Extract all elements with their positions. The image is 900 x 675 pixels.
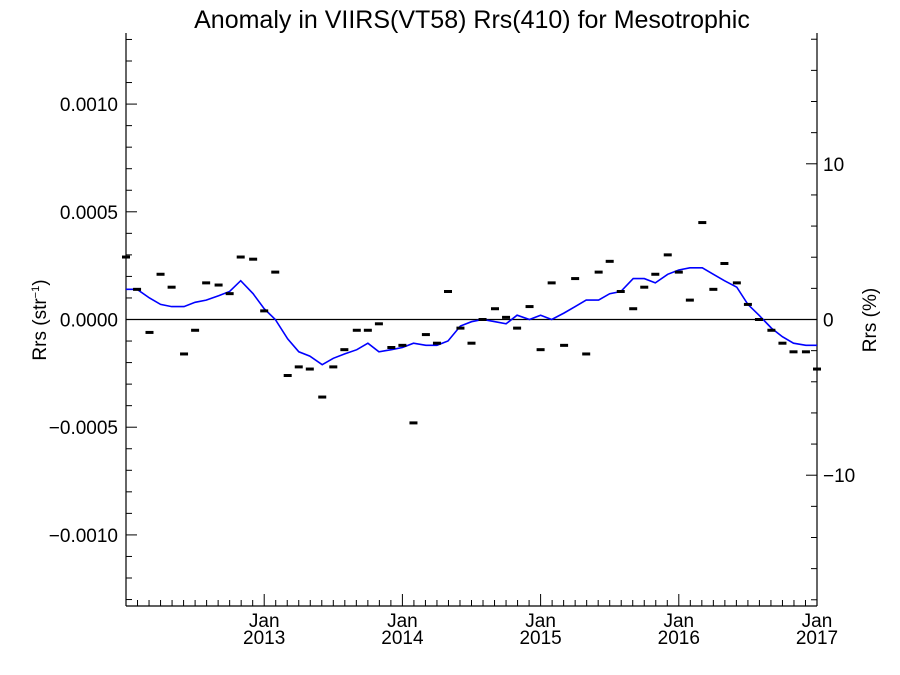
anomaly-point xyxy=(490,307,499,311)
x-tick-label-year: 2016 xyxy=(658,628,700,649)
anomaly-point xyxy=(456,326,465,330)
y-left-axis-title-superscript: −1 xyxy=(30,286,42,299)
anomaly-point xyxy=(374,322,383,326)
anomaly-point xyxy=(536,348,545,352)
anomaly-point xyxy=(502,315,511,319)
anomaly-point xyxy=(467,341,476,345)
anomaly-point xyxy=(225,292,234,296)
anomaly-point xyxy=(571,277,580,281)
anomaly-point xyxy=(432,341,441,345)
anomaly-point xyxy=(560,343,569,347)
anomaly-point xyxy=(249,257,258,261)
anomaly-point xyxy=(813,367,821,371)
anomaly-point xyxy=(444,289,453,293)
anomaly-point xyxy=(778,341,787,345)
anomaly-point xyxy=(329,365,338,369)
anomaly-point xyxy=(202,281,211,285)
anomaly-point xyxy=(352,328,361,332)
anomaly-point xyxy=(789,350,798,354)
anomaly-point xyxy=(156,272,165,276)
anomaly-point xyxy=(685,298,694,302)
x-tick-label-month: Jan xyxy=(387,611,418,632)
anomaly-point xyxy=(605,259,614,263)
anomaly-point xyxy=(801,350,810,354)
anomaly-point xyxy=(398,343,407,347)
y-right-tick-label: −10 xyxy=(823,466,855,487)
anomaly-point xyxy=(478,318,487,321)
anomaly-point xyxy=(616,289,625,293)
x-tick-label-year: 2015 xyxy=(519,628,561,649)
anomaly-point xyxy=(629,307,638,311)
x-tick-label-year: 2014 xyxy=(381,628,424,649)
anomaly-point xyxy=(409,421,418,425)
x-tick-label-month: Jan xyxy=(663,611,694,632)
anomaly-point xyxy=(709,287,718,291)
anomaly-point xyxy=(294,365,303,369)
y-left-tick-label: −0.0005 xyxy=(49,418,118,439)
anomaly-point xyxy=(720,261,729,265)
anomaly-point xyxy=(387,346,396,350)
anomaly-point xyxy=(421,333,430,337)
anomaly-point xyxy=(363,328,372,332)
anomaly-point xyxy=(743,302,752,306)
anomaly-point xyxy=(582,352,591,356)
anomaly-point xyxy=(754,318,763,321)
x-tick-label-month: Jan xyxy=(249,611,280,632)
anomaly-point xyxy=(180,352,189,356)
y-left-tick-label: 0.0010 xyxy=(60,95,118,116)
anomaly-point xyxy=(732,281,741,285)
anomaly-point xyxy=(674,270,683,274)
y-left-tick-label: −0.0010 xyxy=(49,526,118,547)
anomaly-point xyxy=(145,330,154,334)
anomaly-point xyxy=(214,283,223,287)
anomaly-point xyxy=(305,367,314,371)
x-tick-label-month: Jan xyxy=(525,611,556,632)
anomaly-point xyxy=(271,270,280,274)
mean-anomaly-line xyxy=(126,266,817,366)
anomaly-point xyxy=(651,272,660,276)
y-left-axis-title-main: Rrs (str xyxy=(30,298,51,361)
anomaly-point xyxy=(640,285,649,289)
anomaly-point xyxy=(191,328,200,332)
anomaly-point xyxy=(133,287,142,291)
y-left-axis-title-close: ) xyxy=(30,279,51,285)
anomaly-point xyxy=(663,253,672,257)
anomaly-point xyxy=(698,221,707,225)
anomaly-point xyxy=(594,270,603,274)
y-left-axis-title: Rrs (str−1) xyxy=(30,279,51,360)
y-right-axis-title: Rrs (%) xyxy=(860,288,881,352)
x-tick-label-year: 2013 xyxy=(243,628,285,649)
anomaly-point xyxy=(283,374,292,378)
y-left-tick-label: 0.0005 xyxy=(60,203,118,224)
y-left-tick-label: 0.0000 xyxy=(60,311,118,332)
anomaly-point xyxy=(122,255,130,259)
anomaly-point xyxy=(340,348,349,352)
anomaly-point xyxy=(525,305,534,309)
y-right-tick-label: 10 xyxy=(823,155,844,176)
anomaly-point xyxy=(318,395,327,399)
x-tick-label-month: Jan xyxy=(802,611,833,632)
x-tick-label-year: 2017 xyxy=(796,628,838,649)
anomaly-point xyxy=(767,328,776,332)
chart-title: Anomaly in VIIRS(VT58) Rrs(410) for Meso… xyxy=(194,6,750,34)
svg-text:Rrs (str−1): Rrs (str−1) xyxy=(30,279,51,360)
y-right-tick-label: 0 xyxy=(823,311,834,332)
anomaly-point xyxy=(167,285,176,289)
anomaly-point xyxy=(547,281,556,285)
anomaly-point xyxy=(513,326,522,330)
anomaly-point xyxy=(236,255,245,259)
anomaly-point xyxy=(260,309,269,313)
